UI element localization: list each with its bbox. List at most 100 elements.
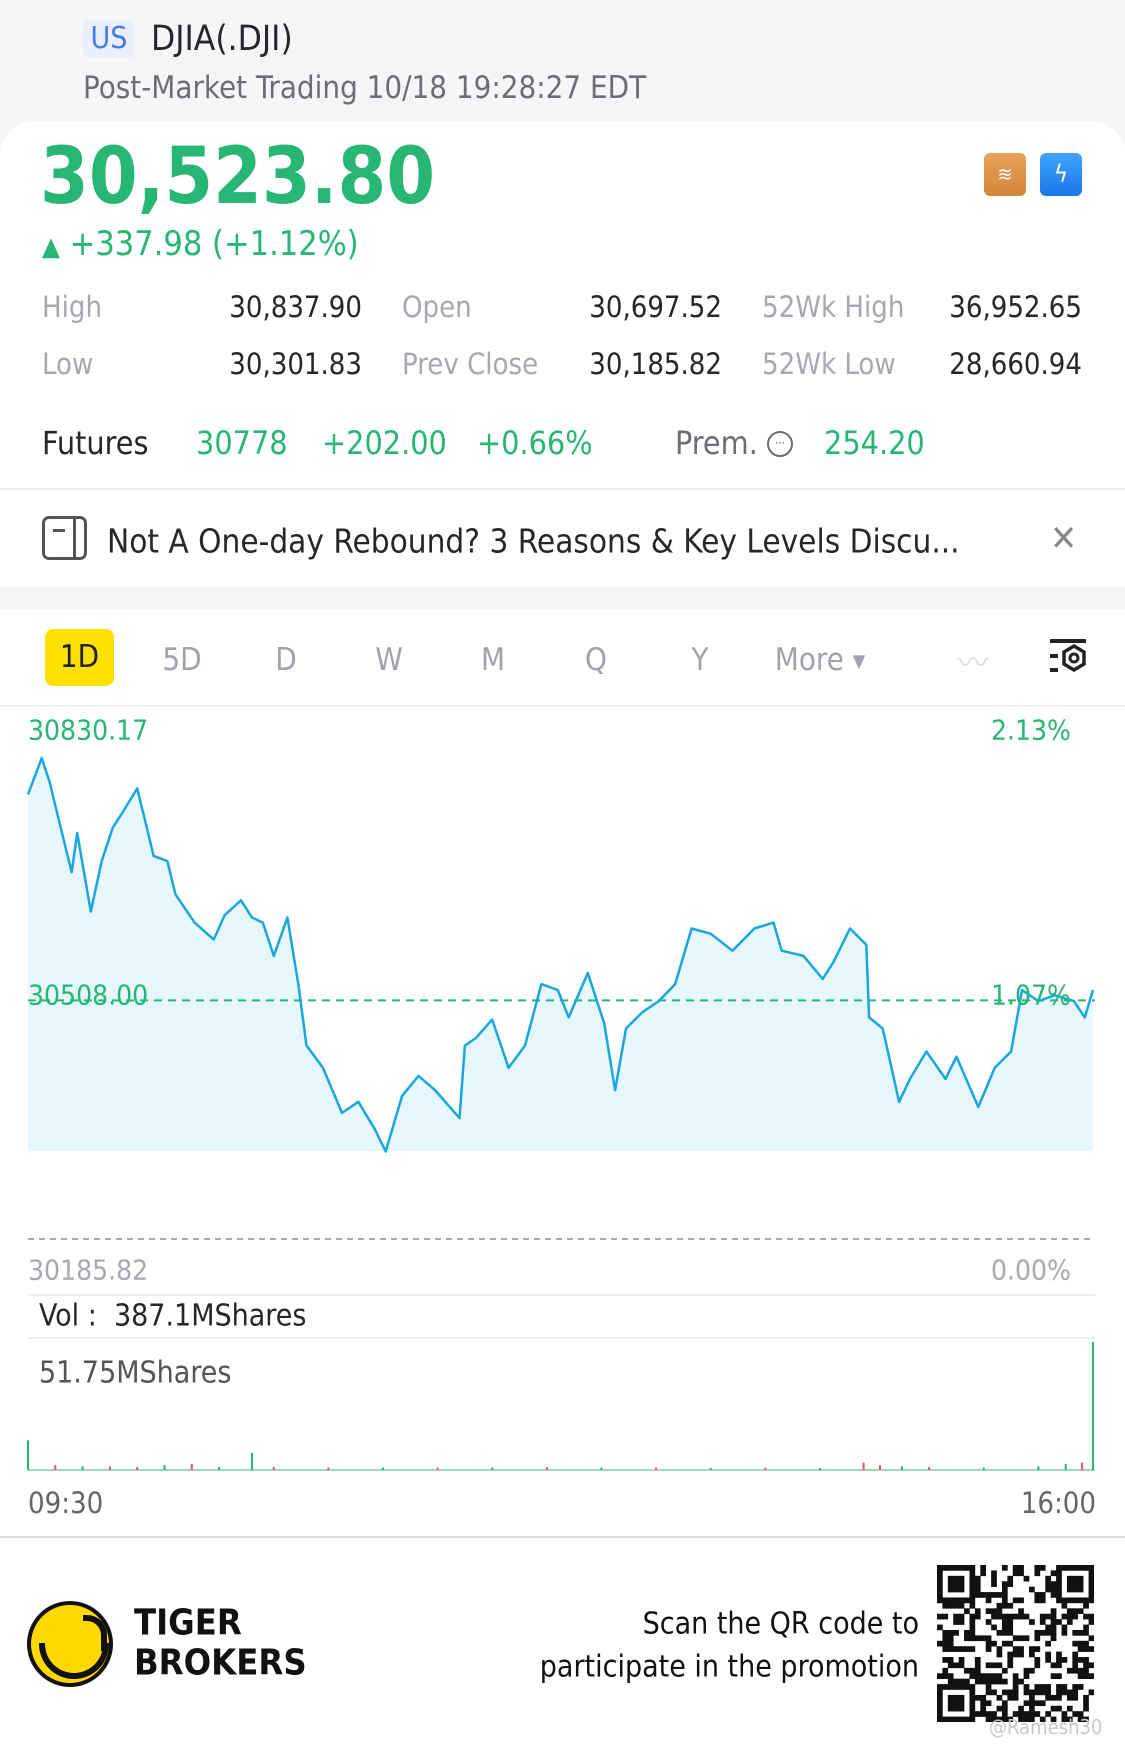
qr-module xyxy=(1088,1613,1094,1620)
lightning-1-icon[interactable]: ϟ xyxy=(1040,153,1082,196)
qr-module xyxy=(964,1629,970,1636)
qr-module xyxy=(974,1592,981,1598)
qr-module xyxy=(1083,1667,1089,1674)
qr-module xyxy=(1088,1586,1094,1593)
qr-module xyxy=(1023,1689,1030,1696)
qr-module xyxy=(1034,1700,1041,1707)
qr-module xyxy=(1077,1581,1084,1587)
qr-module xyxy=(1056,1662,1062,1669)
futures-label[interactable]: Futures xyxy=(42,424,149,462)
tab-5d[interactable]: 5D xyxy=(162,642,202,678)
layers-a-icon[interactable]: ≋ xyxy=(984,153,1026,196)
qr-module xyxy=(942,1629,949,1636)
news-headline[interactable]: Not A One-day Rebound? 3 Reasons & Key L… xyxy=(107,521,960,561)
qr-module xyxy=(958,1646,965,1652)
qr-module xyxy=(1061,1613,1068,1620)
qr-module xyxy=(1072,1651,1079,1658)
qr-module xyxy=(1050,1705,1057,1712)
qr-module xyxy=(947,1602,954,1609)
tab-q[interactable]: Q xyxy=(585,642,607,678)
qr-module xyxy=(947,1694,954,1701)
qr-module xyxy=(1001,1705,1008,1712)
brand-line2: BROKERS xyxy=(134,1642,307,1684)
qr-module xyxy=(958,1694,965,1701)
qr-module xyxy=(985,1716,992,1722)
qr-module xyxy=(980,1694,987,1701)
qr-module xyxy=(1001,1700,1008,1707)
qr-module xyxy=(974,1673,981,1679)
qr-module xyxy=(1034,1684,1041,1690)
volume-total: 387.1MShares xyxy=(113,1298,307,1334)
qr-module xyxy=(1034,1629,1041,1636)
qr-module xyxy=(958,1586,965,1593)
stat-label-prev-close: Prev Close xyxy=(402,347,539,381)
qr-module xyxy=(969,1613,976,1620)
qr-module xyxy=(1029,1716,1035,1722)
tab-d[interactable]: D xyxy=(275,642,297,678)
qr-module xyxy=(1023,1716,1030,1722)
more-info-icon[interactable]: ··· xyxy=(767,431,793,457)
qr-module xyxy=(937,1700,943,1707)
qr-module xyxy=(953,1597,959,1604)
qr-module xyxy=(1072,1667,1079,1674)
qr-module xyxy=(969,1673,976,1679)
qr-module xyxy=(1061,1689,1068,1696)
tab-more[interactable]: More ▼ xyxy=(775,642,865,678)
qr-module xyxy=(1083,1640,1089,1647)
qr-module xyxy=(953,1613,959,1620)
qr-module xyxy=(1050,1613,1057,1620)
qr-module xyxy=(1007,1640,1014,1647)
qr-module xyxy=(985,1608,992,1615)
qr-module xyxy=(1088,1646,1094,1652)
qr-module xyxy=(964,1635,970,1642)
qr-module xyxy=(1072,1613,1079,1620)
qr-module xyxy=(1066,1575,1073,1582)
tab-1d[interactable]: 1D xyxy=(45,629,114,686)
qr-module xyxy=(958,1597,965,1604)
qr-module xyxy=(1066,1689,1073,1696)
qr-module xyxy=(942,1597,949,1604)
qr-module xyxy=(958,1619,965,1625)
qr-module xyxy=(996,1662,1003,1669)
qr-module xyxy=(964,1716,970,1722)
stat-label-52wk-low: 52Wk Low xyxy=(762,347,896,381)
tab-m[interactable]: M xyxy=(480,642,506,678)
qr-module xyxy=(1088,1575,1094,1582)
indicator-wave-icon[interactable]: 〰 xyxy=(957,645,989,682)
qr-module xyxy=(969,1646,976,1652)
qr-module xyxy=(985,1689,992,1696)
qr-module xyxy=(1034,1711,1041,1717)
qr-module xyxy=(1023,1673,1030,1679)
qr-module xyxy=(1077,1667,1084,1674)
stat-label-open: Open xyxy=(402,290,472,324)
qr-module xyxy=(964,1678,970,1685)
qr-module xyxy=(942,1667,949,1674)
qr-module xyxy=(1034,1635,1041,1642)
qr-module xyxy=(942,1716,949,1722)
market-badge: US xyxy=(83,20,135,58)
qr-module xyxy=(985,1619,992,1625)
qr-module xyxy=(1029,1667,1035,1674)
qr-module xyxy=(969,1565,976,1571)
qr-module xyxy=(1007,1651,1014,1658)
qr-module xyxy=(1012,1597,1019,1604)
qr-module xyxy=(1088,1592,1094,1598)
qr-module xyxy=(1039,1700,1046,1707)
close-icon[interactable]: ✕ xyxy=(1050,518,1078,560)
qr-module xyxy=(1077,1608,1084,1615)
qr-module xyxy=(1039,1689,1046,1696)
tab-y[interactable]: Y xyxy=(691,642,709,678)
futures-change: +202.00 xyxy=(322,424,447,462)
qr-module xyxy=(980,1565,987,1571)
qr-module xyxy=(1066,1705,1073,1712)
chart-settings-icon[interactable] xyxy=(1046,636,1090,684)
qr-module xyxy=(1083,1716,1089,1722)
qr-module xyxy=(942,1684,949,1690)
last-price: 30,523.80 xyxy=(40,132,436,222)
qr-module xyxy=(953,1629,959,1636)
stat-value-low: 30,301.83 xyxy=(229,347,362,381)
tab-w[interactable]: W xyxy=(375,642,403,678)
qr-module xyxy=(1012,1565,1019,1571)
qr-module xyxy=(1018,1716,1024,1722)
qr-module xyxy=(1072,1640,1079,1647)
